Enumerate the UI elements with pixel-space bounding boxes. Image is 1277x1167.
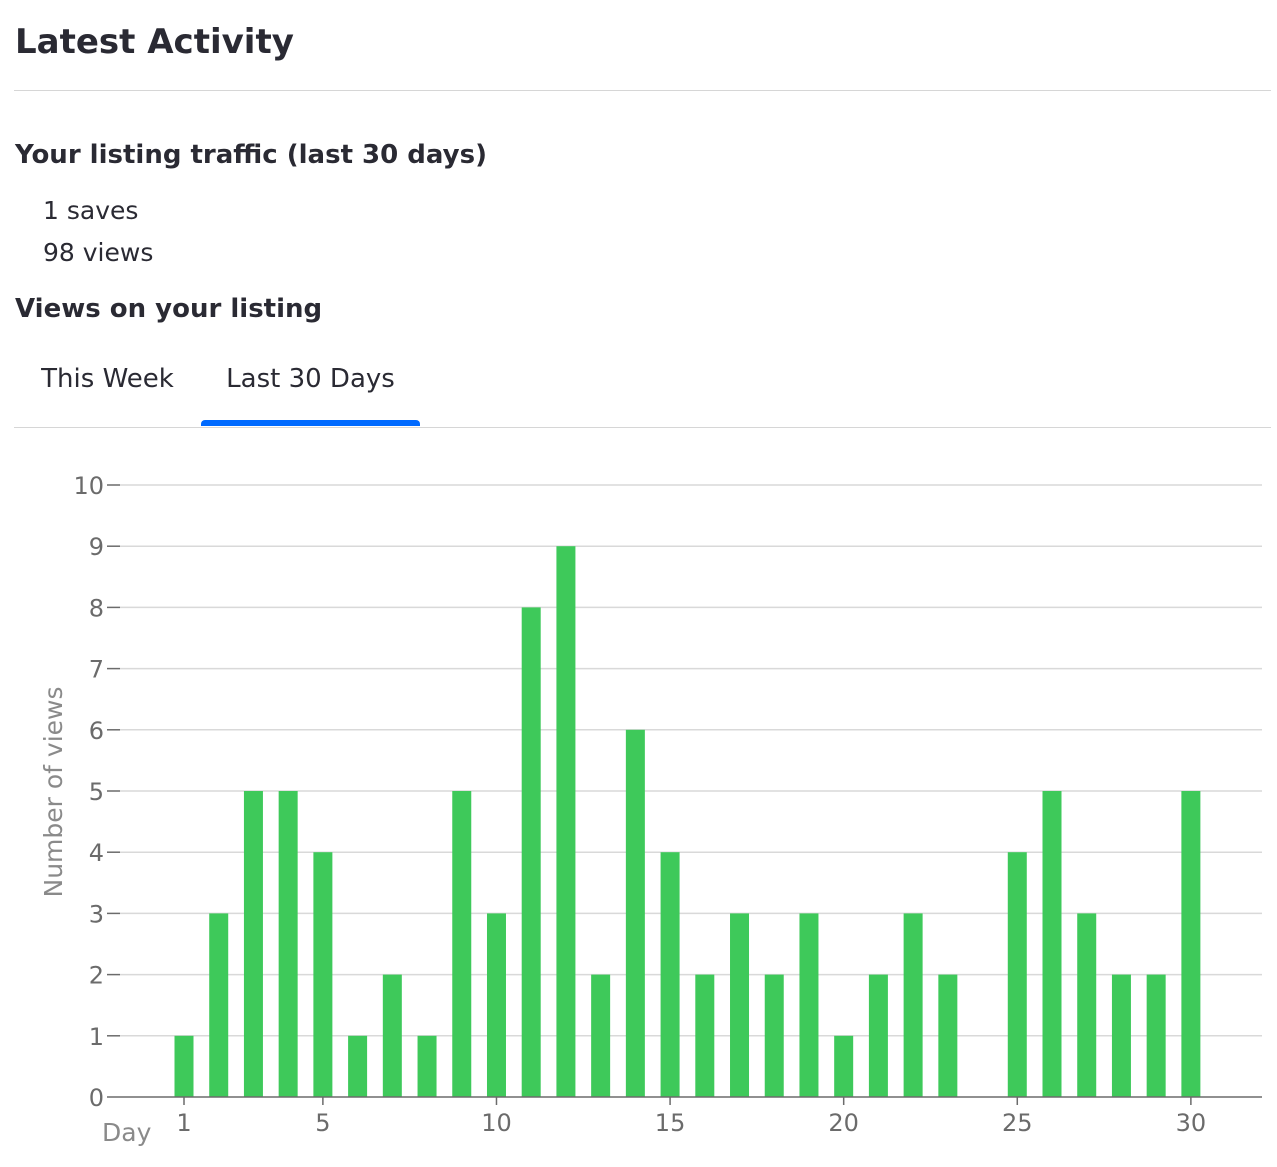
bar-day-17 <box>730 913 750 1097</box>
x-tick-label: 15 <box>655 1109 686 1137</box>
traffic-heading: Your listing traffic (last 30 days) <box>15 140 487 170</box>
views-period-tabs: This Week Last 30 Days <box>14 348 1271 428</box>
saves-count: 1 saves <box>43 196 139 225</box>
y-tick-label: 7 <box>89 656 104 684</box>
bar-day-9 <box>452 791 472 1097</box>
bar-day-7 <box>382 974 402 1097</box>
bar-day-27 <box>1077 913 1097 1097</box>
bar-day-14 <box>625 729 645 1097</box>
bar-day-28 <box>1111 974 1131 1097</box>
bar-day-29 <box>1146 974 1166 1097</box>
bar-day-12 <box>556 546 576 1097</box>
y-tick-label: 0 <box>89 1084 104 1112</box>
bar-day-19 <box>799 913 819 1097</box>
bar-day-10 <box>486 913 506 1097</box>
y-tick-label: 2 <box>89 962 104 990</box>
bar-day-18 <box>764 974 784 1097</box>
views-heading: Views on your listing <box>15 294 323 324</box>
bars <box>174 546 1201 1097</box>
tabs-divider <box>14 427 1271 428</box>
bar-day-23 <box>938 974 958 1097</box>
x-tick-label: 30 <box>1176 1109 1207 1137</box>
bar-day-8 <box>417 1035 437 1097</box>
gridlines <box>120 484 1262 1037</box>
x-tick-label: 1 <box>176 1109 191 1137</box>
bar-day-5 <box>313 852 333 1097</box>
x-tick-label: 25 <box>1002 1109 1033 1137</box>
views-count: 98 views <box>43 238 154 267</box>
bar-day-3 <box>243 791 263 1097</box>
bar-day-25 <box>1007 852 1027 1097</box>
y-tick-label: 5 <box>89 778 104 806</box>
x-tick-label: 20 <box>828 1109 859 1137</box>
y-axis-title: Number of views <box>39 686 68 897</box>
active-tab-indicator <box>201 420 420 426</box>
bar-day-16 <box>695 974 715 1097</box>
bar-day-13 <box>591 974 611 1097</box>
bar-day-26 <box>1042 791 1062 1097</box>
y-tick-label: 9 <box>89 533 104 561</box>
bar-day-21 <box>868 974 888 1097</box>
bar-day-11 <box>521 607 541 1097</box>
bar-day-4 <box>278 791 298 1097</box>
x-tick-label: 5 <box>315 1109 330 1137</box>
header-divider <box>14 90 1271 91</box>
bar-day-20 <box>834 1035 854 1097</box>
y-tick-label: 1 <box>89 1023 104 1051</box>
tab-this-week[interactable]: This Week <box>14 348 201 426</box>
x-tick-label: 10 <box>481 1109 512 1137</box>
x-axis-title: Day <box>102 1118 152 1147</box>
tab-last-30-days-label: Last 30 Days <box>226 364 395 394</box>
bar-day-30 <box>1181 791 1201 1097</box>
bar-day-6 <box>348 1035 368 1097</box>
y-tick-label: 10 <box>73 472 104 500</box>
y-tick-label: 3 <box>89 900 104 928</box>
bar-day-2 <box>209 913 229 1097</box>
y-tick-label: 6 <box>89 717 104 745</box>
tab-this-week-label: This Week <box>41 364 174 394</box>
y-tick-label: 4 <box>89 839 104 867</box>
bar-day-1 <box>174 1035 194 1097</box>
tab-last-30-days[interactable]: Last 30 Days <box>201 348 420 426</box>
bar-day-22 <box>903 913 923 1097</box>
bar-day-15 <box>660 852 680 1097</box>
y-tick-label: 8 <box>89 594 104 622</box>
page-title: Latest Activity <box>15 22 294 62</box>
